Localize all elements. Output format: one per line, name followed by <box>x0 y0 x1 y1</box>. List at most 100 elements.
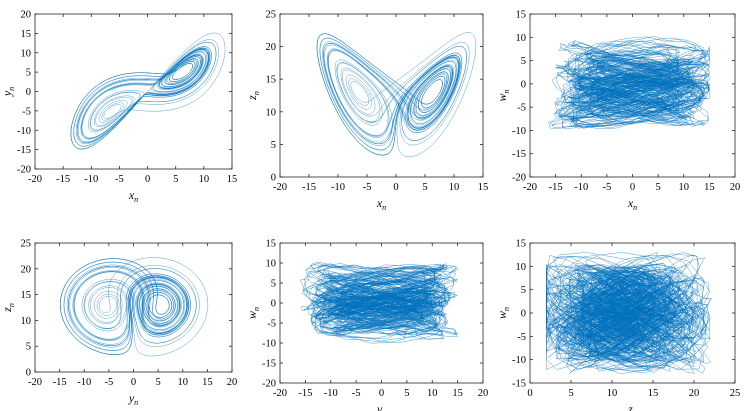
y-tick-label: -10 <box>512 126 526 137</box>
x-tick-label: -10 <box>84 174 98 185</box>
series-trajectory-yz <box>59 257 209 357</box>
y-tick-label: -20 <box>512 173 526 184</box>
y-tick-label: 15 <box>266 239 277 250</box>
y-tick-label: -10 <box>262 339 276 350</box>
x-tick-label: 20 <box>730 182 741 193</box>
x-tick-label: 15 <box>452 388 463 399</box>
chart-panel-xw: -20 -15 -10 -5 0 5 10 15 20 -20 -15 -10 -5 0 5 10 15 xn wn <box>495 10 740 213</box>
x-tick-label: 20 <box>227 377 238 388</box>
x-tick-label: 0 <box>393 182 398 193</box>
x-tick-label: -20 <box>273 182 287 193</box>
y-tick-label: -5 <box>517 103 526 114</box>
x-tick-label: -10 <box>77 377 91 388</box>
x-tick-label: 5 <box>656 182 661 193</box>
x-axis-label: xn <box>627 196 637 212</box>
y-tick-label: 20 <box>21 264 32 275</box>
y-tick-label: 20 <box>21 10 32 21</box>
x-tick-label: 20 <box>478 388 489 399</box>
x-tick-label: 10 <box>449 182 460 193</box>
y-tick-label: -10 <box>17 126 31 137</box>
x-tick-label: -20 <box>28 377 42 388</box>
y-tick-label: 15 <box>516 10 527 21</box>
y-tick-label: 15 <box>21 29 32 40</box>
x-tick-label: -5 <box>115 174 124 185</box>
plot-frame <box>279 13 484 178</box>
chart-panel-xy: -20 -15 -10 -5 0 5 10 15 -20 -15 -10 -5 0 5 10 15 20 xn yn <box>0 10 237 205</box>
x-tick-label: 20 <box>689 388 700 399</box>
x-tick-label: 10 <box>178 377 189 388</box>
y-tick-label: 10 <box>21 48 32 59</box>
x-tick-label: -20 <box>523 182 537 193</box>
y-axis-label: zn <box>245 91 261 101</box>
x-tick-label: 15 <box>704 182 715 193</box>
y-tick-label: -5 <box>517 332 526 343</box>
x-tick-label: 10 <box>427 388 438 399</box>
y-axis-label: yn <box>0 87 16 97</box>
x-tick-label: -5 <box>603 182 612 193</box>
y-axis-label: wn <box>495 89 511 101</box>
x-tick-label: -15 <box>549 182 563 193</box>
y-tick-label: 20 <box>266 42 277 53</box>
y-tick-label: -5 <box>267 319 276 330</box>
x-tick-label: -15 <box>53 377 67 388</box>
x-tick-label: 5 <box>173 174 178 185</box>
y-tick-label: -15 <box>512 379 526 390</box>
y-tick-label: -20 <box>17 165 31 176</box>
x-tick-label: 0 <box>379 388 384 399</box>
y-tick-label: 5 <box>521 56 526 67</box>
chart-panel-yz: -20 -15 -10 -5 0 5 10 15 20 0 5 10 15 20 25 yn zn <box>0 239 237 408</box>
x-tick-label: 0 <box>527 388 532 399</box>
x-axis-label: xn <box>376 196 386 212</box>
x-tick-label: 10 <box>679 182 690 193</box>
y-tick-label: 25 <box>266 10 277 21</box>
x-tick-label: 5 <box>422 182 427 193</box>
x-tick-label: -10 <box>574 182 588 193</box>
x-tick-label: 0 <box>630 182 635 193</box>
y-tick-label: -5 <box>22 106 31 117</box>
y-tick-label: 0 <box>271 173 276 184</box>
x-tick-label: 5 <box>404 388 409 399</box>
y-tick-label: 15 <box>516 239 527 250</box>
y-axis-label: zn <box>0 303 16 313</box>
y-tick-label: 5 <box>26 342 31 353</box>
y-tick-label: -15 <box>262 359 276 370</box>
x-tick-label: 15 <box>648 388 659 399</box>
series-trajectory-xw <box>548 36 711 130</box>
y-tick-label: 0 <box>271 299 276 310</box>
plot-frame <box>34 13 233 170</box>
x-tick-label: 5 <box>156 377 161 388</box>
y-tick-label: -15 <box>17 145 31 156</box>
y-tick-label: 0 <box>26 87 31 98</box>
x-tick-label: -15 <box>298 388 312 399</box>
x-tick-label: -20 <box>273 388 287 399</box>
y-tick-label: 5 <box>26 68 31 79</box>
x-tick-label: 0 <box>131 377 136 388</box>
y-tick-label: 0 <box>26 368 31 379</box>
y-tick-label: 10 <box>516 33 527 44</box>
y-tick-label: 5 <box>521 285 526 296</box>
chart-panel-xz: -20 -15 -10 -5 0 5 10 15 0 5 10 15 20 25 xn zn <box>245 10 488 213</box>
y-tick-label: 5 <box>271 279 276 290</box>
x-axis-label: zn <box>627 402 637 411</box>
y-axis-label: wn <box>245 307 261 319</box>
x-tick-label: -15 <box>302 182 316 193</box>
x-tick-label: -5 <box>105 377 114 388</box>
x-axis-label: yn <box>376 402 386 411</box>
y-tick-label: 15 <box>21 290 32 301</box>
x-axis-label: yn <box>128 391 138 407</box>
x-tick-label: -5 <box>352 388 361 399</box>
y-tick-label: 15 <box>266 75 277 86</box>
y-tick-label: -20 <box>262 379 276 390</box>
y-tick-label: 10 <box>266 259 277 270</box>
x-tick-label: -10 <box>331 182 345 193</box>
y-tick-label: 5 <box>271 140 276 151</box>
x-tick-label: 15 <box>478 182 489 193</box>
chart-panel-yw: -20 -15 -10 -5 0 5 10 15 20 -20 -15 -10 -5 0 5 10 15 yn wn <box>245 239 488 411</box>
x-tick-label: 25 <box>730 388 741 399</box>
y-tick-label: 10 <box>266 107 277 118</box>
x-tick-label: 15 <box>227 174 238 185</box>
x-tick-label: -20 <box>28 174 42 185</box>
x-tick-label: -15 <box>56 174 70 185</box>
series-trajectory-zw <box>545 251 713 374</box>
